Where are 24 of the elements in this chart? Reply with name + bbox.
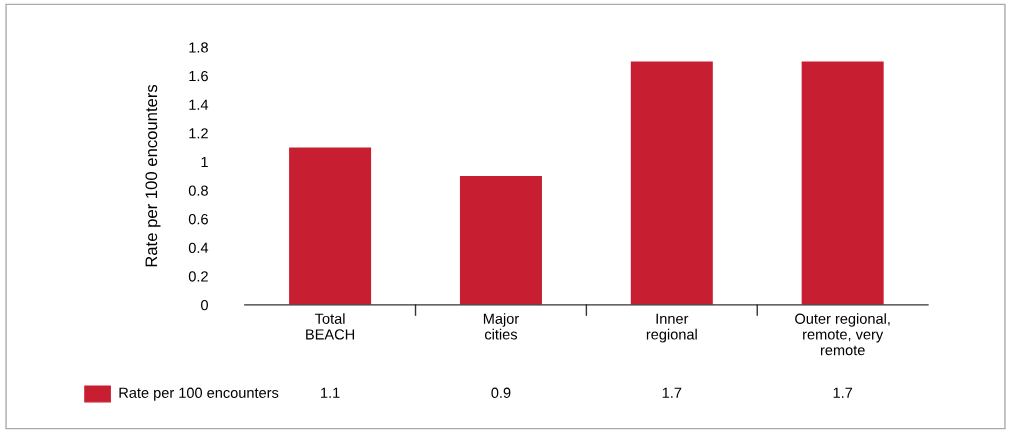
data-label: 1.7: [662, 387, 682, 398]
bar: [630, 61, 713, 305]
data-label: 1.7: [833, 387, 853, 398]
y-tick-label: 0: [201, 299, 208, 311]
data-label: 1.1: [321, 387, 340, 398]
x-tick-label: Total BEACH: [306, 313, 355, 340]
y-tick-label: 1.2: [189, 128, 208, 139]
y-tick-label: 0.6: [188, 214, 208, 225]
data-label: 0.9: [491, 387, 511, 398]
x-tick-label: Major cities: [483, 313, 519, 340]
y-axis-title: Rate per 100 encounters: [145, 84, 161, 267]
bar: [289, 147, 372, 305]
legend-label: Rate per 100 encounters: [119, 387, 279, 401]
x-tick-label: Inner regional: [646, 313, 697, 343]
y-tick-label: 1.6: [189, 70, 208, 82]
y-tick-label: 0.8: [188, 185, 208, 196]
bar: [801, 61, 884, 305]
y-tick-label: 1.8: [189, 42, 208, 53]
y-tick-label: 1: [201, 156, 208, 167]
y-tick-label: 1.4: [189, 99, 209, 110]
y-tick-label: 0.4: [188, 242, 209, 254]
y-tick-label: 0.2: [188, 271, 208, 282]
bar: [459, 176, 542, 305]
x-tick-label: Outer regional, remote, very remote: [795, 313, 890, 356]
